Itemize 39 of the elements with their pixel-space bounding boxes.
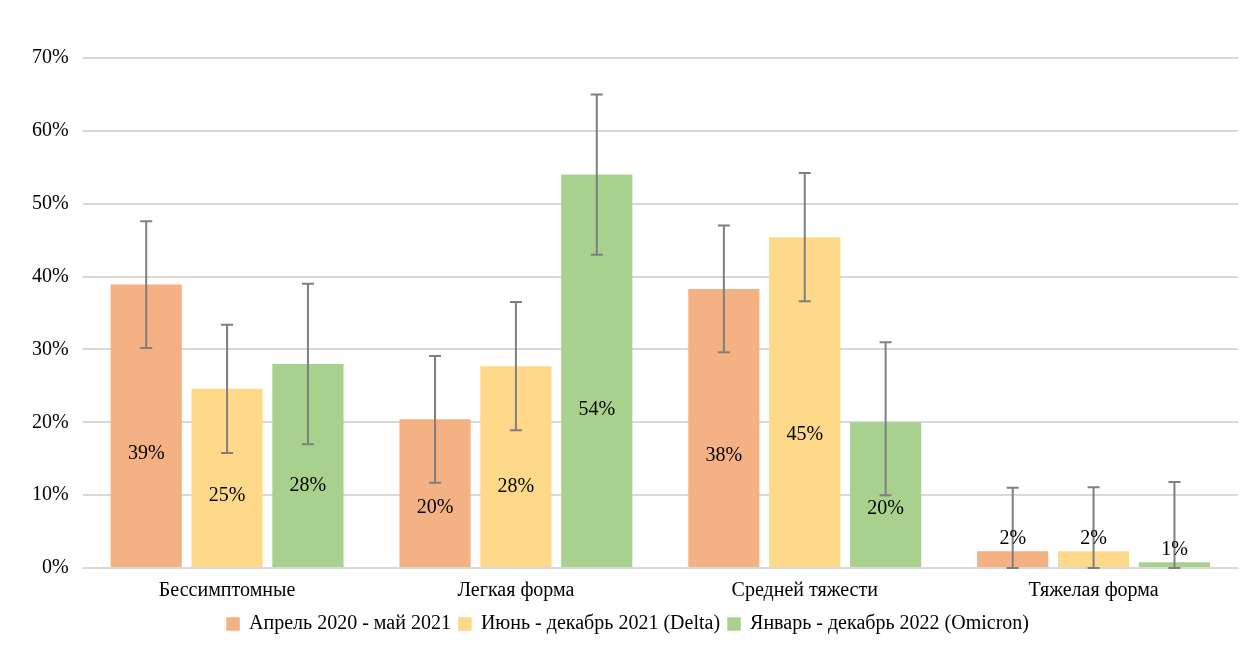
data-label: 38% bbox=[705, 443, 743, 466]
legend-label: Январь - декабрь 2022 (Omicron) bbox=[750, 611, 1029, 635]
data-label: 45% bbox=[786, 422, 824, 445]
x-tick-label: Средней тяжести bbox=[731, 578, 879, 602]
x-tick-label: Легкая форма bbox=[457, 578, 575, 602]
bar bbox=[769, 237, 841, 567]
x-tick-label: Тяжелая форма bbox=[1028, 578, 1159, 602]
data-label: 1% bbox=[1161, 537, 1188, 560]
data-label: 20% bbox=[867, 496, 904, 519]
bar bbox=[480, 366, 552, 567]
data-label: 2% bbox=[1080, 526, 1107, 549]
bar bbox=[850, 422, 922, 567]
bar bbox=[272, 364, 344, 567]
data-label: 25% bbox=[208, 482, 246, 505]
y-tick-label: 70% bbox=[31, 45, 69, 68]
bar bbox=[110, 284, 182, 567]
y-tick-label: 10% bbox=[31, 482, 69, 505]
bar bbox=[191, 388, 263, 567]
bar bbox=[561, 174, 633, 567]
data-label: 28% bbox=[289, 473, 327, 496]
bar bbox=[399, 419, 471, 567]
bar bbox=[1058, 551, 1130, 567]
bar bbox=[1138, 562, 1211, 567]
y-tick-label: 30% bbox=[31, 336, 69, 359]
y-tick-label: 50% bbox=[31, 190, 69, 213]
y-tick-label: 20% bbox=[31, 409, 69, 432]
bar bbox=[688, 288, 760, 567]
data-label: 20% bbox=[416, 495, 454, 518]
bar bbox=[977, 551, 1049, 567]
data-label: 54% bbox=[578, 397, 616, 420]
legend-label: Июнь - декабрь 2021 (Delta) bbox=[480, 611, 721, 635]
data-label: 28% bbox=[497, 473, 535, 496]
y-tick-label: 0% bbox=[41, 555, 69, 578]
data-label: 39% bbox=[127, 441, 165, 464]
data-label: 2% bbox=[999, 526, 1027, 549]
y-tick-label: 60% bbox=[31, 118, 69, 141]
x-tick-label: Бессимптомные bbox=[158, 578, 296, 601]
legend-label: Апрель 2020 - май 2021 bbox=[249, 611, 451, 635]
y-tick-label: 40% bbox=[31, 263, 69, 286]
